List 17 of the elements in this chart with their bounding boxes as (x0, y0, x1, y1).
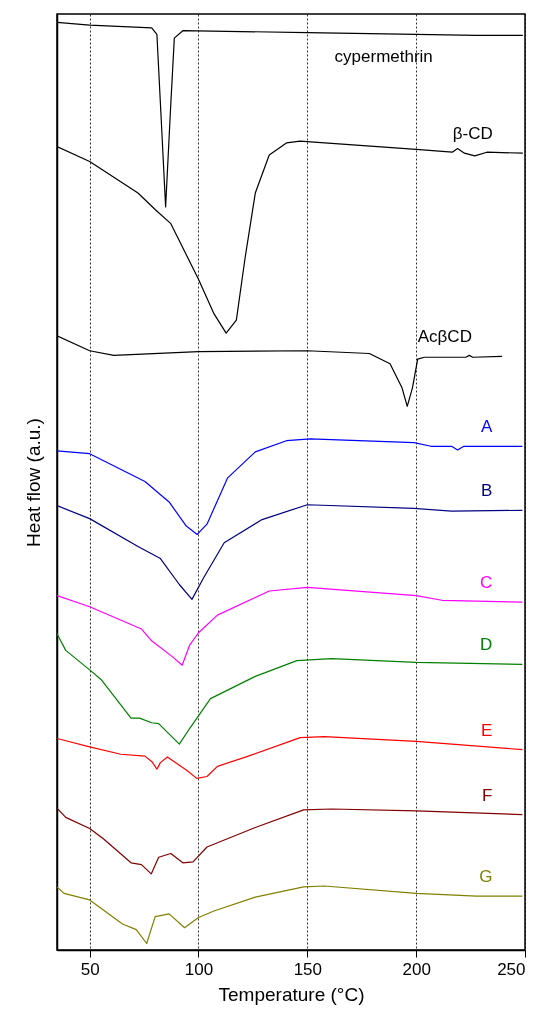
x-tick-label: 150 (293, 959, 323, 979)
series-label: β-CD (452, 124, 493, 144)
series-label: C (480, 573, 493, 593)
x-tick-label: 100 (184, 959, 214, 979)
y-axis-title: Heat flow (a.u.) (22, 418, 44, 547)
series-label: D (480, 635, 493, 655)
x-axis-title: Temperature (°C) (218, 983, 365, 1005)
series-label: A (481, 417, 494, 437)
series-label: B (481, 481, 493, 501)
series-label: G (479, 867, 493, 887)
series-label: E (481, 720, 493, 740)
series-label: AcβCD (417, 327, 472, 347)
x-tick-label: 50 (80, 959, 100, 979)
x-tick-label: 200 (402, 959, 431, 979)
series-label: cypermethrin (334, 47, 433, 67)
x-tick-label: 250 (497, 959, 526, 979)
series-label: F (482, 785, 493, 805)
